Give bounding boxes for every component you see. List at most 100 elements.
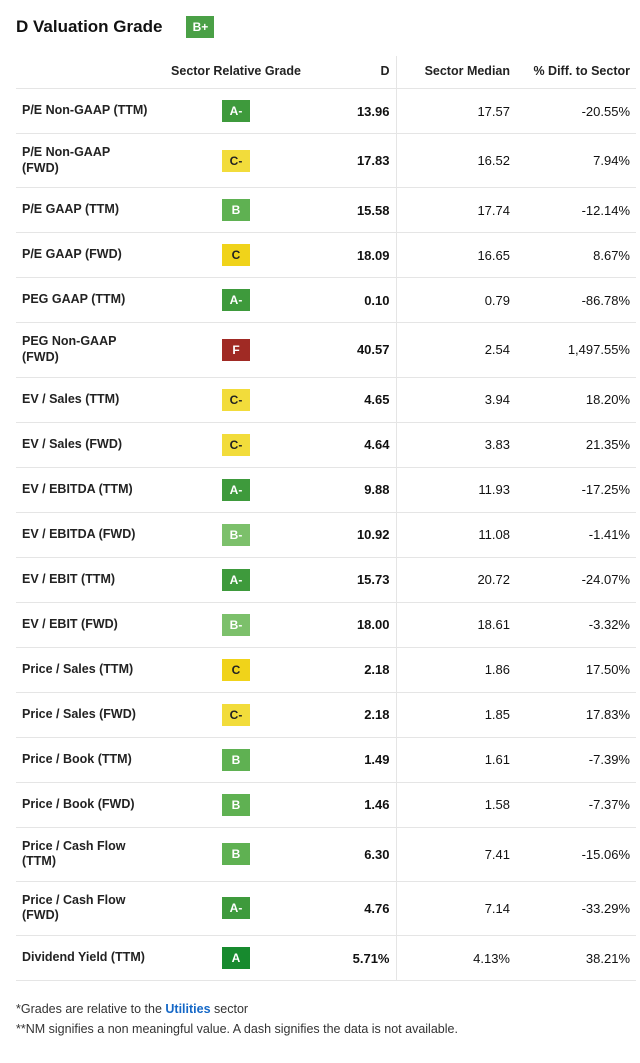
metric-name[interactable]: Price / Book (TTM): [16, 737, 156, 782]
metric-name[interactable]: EV / EBIT (FWD): [16, 602, 156, 647]
d-value: 18.09: [316, 233, 396, 278]
metric-name[interactable]: P/E Non-GAAP (FWD): [16, 134, 156, 188]
footnote-1-pre: *Grades are relative to the: [16, 1002, 165, 1016]
table-row: Price / Cash Flow (TTM)B6.307.41-15.06%: [16, 827, 636, 881]
grade-cell: F: [156, 323, 316, 377]
sector-median: 11.93: [396, 467, 516, 512]
d-value: 0.10: [316, 278, 396, 323]
metric-name[interactable]: Price / Cash Flow (FWD): [16, 881, 156, 935]
grade-cell: C: [156, 233, 316, 278]
grade-cell: B: [156, 782, 316, 827]
table-row: EV / EBITDA (FWD)B-10.9211.08-1.41%: [16, 512, 636, 557]
sector-median: 3.94: [396, 377, 516, 422]
grade-badge: C-: [222, 150, 250, 172]
metric-name[interactable]: Dividend Yield (TTM): [16, 936, 156, 981]
grade-cell: A-: [156, 557, 316, 602]
metric-name[interactable]: PEG GAAP (TTM): [16, 278, 156, 323]
table-row: EV / EBIT (FWD)B-18.0018.61-3.32%: [16, 602, 636, 647]
grade-badge: B: [222, 843, 250, 865]
grade-cell: C-: [156, 422, 316, 467]
sector-median: 1.85: [396, 692, 516, 737]
pct-diff: -24.07%: [516, 557, 636, 602]
grade-badge: F: [222, 339, 250, 361]
grade-badge: B: [222, 749, 250, 771]
metric-name[interactable]: PEG Non-GAAP (FWD): [16, 323, 156, 377]
pct-diff: 17.50%: [516, 647, 636, 692]
metric-name[interactable]: Price / Sales (TTM): [16, 647, 156, 692]
pct-diff: 21.35%: [516, 422, 636, 467]
table-row: EV / Sales (FWD)C-4.643.8321.35%: [16, 422, 636, 467]
metric-name[interactable]: Price / Sales (FWD): [16, 692, 156, 737]
grade-badge: B-: [222, 614, 250, 636]
sector-median: 18.61: [396, 602, 516, 647]
d-value: 1.46: [316, 782, 396, 827]
metric-name[interactable]: EV / Sales (FWD): [16, 422, 156, 467]
pct-diff: 7.94%: [516, 134, 636, 188]
grade-cell: B-: [156, 602, 316, 647]
grade-cell: B: [156, 737, 316, 782]
sector-median: 1.86: [396, 647, 516, 692]
metric-name[interactable]: EV / EBITDA (TTM): [16, 467, 156, 512]
sector-median: 1.58: [396, 782, 516, 827]
d-value: 4.64: [316, 422, 396, 467]
d-value: 6.30: [316, 827, 396, 881]
d-value: 15.58: [316, 188, 396, 233]
sector-median: 16.65: [396, 233, 516, 278]
pct-diff: 38.21%: [516, 936, 636, 981]
grade-badge: B: [222, 794, 250, 816]
valuation-table: Sector Relative Grade D Sector Median % …: [16, 56, 636, 981]
table-row: Price / Cash Flow (FWD)A-4.767.14-33.29%: [16, 881, 636, 935]
metric-name[interactable]: EV / Sales (TTM): [16, 377, 156, 422]
metric-name[interactable]: EV / EBIT (TTM): [16, 557, 156, 602]
sector-median: 11.08: [396, 512, 516, 557]
table-row: EV / EBITDA (TTM)A-9.8811.93-17.25%: [16, 467, 636, 512]
pct-diff: -86.78%: [516, 278, 636, 323]
metric-name[interactable]: EV / EBITDA (FWD): [16, 512, 156, 557]
metric-name[interactable]: P/E GAAP (FWD): [16, 233, 156, 278]
grade-cell: C-: [156, 377, 316, 422]
d-value: 13.96: [316, 89, 396, 134]
sector-median: 20.72: [396, 557, 516, 602]
table-row: PEG Non-GAAP (FWD)F40.572.541,497.55%: [16, 323, 636, 377]
grade-badge: A-: [222, 569, 250, 591]
grade-cell: C-: [156, 134, 316, 188]
d-value: 18.00: [316, 602, 396, 647]
table-row: Price / Sales (FWD)C-2.181.8517.83%: [16, 692, 636, 737]
table-row: P/E Non-GAAP (FWD)C-17.8316.527.94%: [16, 134, 636, 188]
table-row: Price / Book (TTM)B1.491.61-7.39%: [16, 737, 636, 782]
col-diff: % Diff. to Sector: [516, 56, 636, 89]
d-value: 1.49: [316, 737, 396, 782]
col-median: Sector Median: [396, 56, 516, 89]
pct-diff: 17.83%: [516, 692, 636, 737]
metric-name[interactable]: Price / Book (FWD): [16, 782, 156, 827]
pct-diff: -7.39%: [516, 737, 636, 782]
grade-badge: B: [222, 199, 250, 221]
metric-name[interactable]: P/E Non-GAAP (TTM): [16, 89, 156, 134]
overall-grade-badge: B+: [186, 16, 214, 38]
grade-cell: A: [156, 936, 316, 981]
grade-cell: B: [156, 188, 316, 233]
table-row: P/E Non-GAAP (TTM)A-13.9617.57-20.55%: [16, 89, 636, 134]
table-row: Dividend Yield (TTM)A5.71%4.13%38.21%: [16, 936, 636, 981]
sector-median: 7.41: [396, 827, 516, 881]
grade-badge: C: [222, 659, 250, 681]
grade-badge: A-: [222, 100, 250, 122]
pct-diff: -7.37%: [516, 782, 636, 827]
sector-median: 0.79: [396, 278, 516, 323]
footnote-1-post: sector: [211, 1002, 249, 1016]
table-row: P/E GAAP (TTM)B15.5817.74-12.14%: [16, 188, 636, 233]
grade-badge: A-: [222, 897, 250, 919]
grade-badge: C-: [222, 434, 250, 456]
sector-link[interactable]: Utilities: [165, 1002, 210, 1016]
d-value: 4.76: [316, 881, 396, 935]
table-row: Price / Sales (TTM) C 2.181.8617.50%: [16, 647, 636, 692]
d-value: 2.18: [316, 692, 396, 737]
grade-badge: A-: [222, 479, 250, 501]
metric-name[interactable]: Price / Cash Flow (TTM): [16, 827, 156, 881]
d-value: 4.65: [316, 377, 396, 422]
header: D Valuation Grade B+: [16, 16, 624, 38]
d-value: 2.18: [316, 647, 396, 692]
sector-median: 7.14: [396, 881, 516, 935]
grade-badge: C-: [222, 389, 250, 411]
metric-name[interactable]: P/E GAAP (TTM): [16, 188, 156, 233]
